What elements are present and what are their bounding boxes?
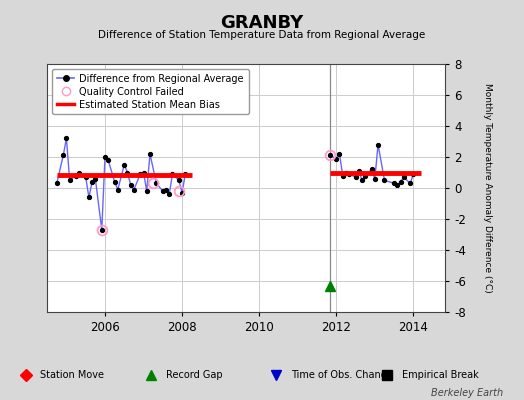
Text: Station Move: Station Move: [40, 370, 104, 380]
Text: Time of Obs. Change: Time of Obs. Change: [291, 370, 393, 380]
Y-axis label: Monthly Temperature Anomaly Difference (°C): Monthly Temperature Anomaly Difference (…: [483, 83, 492, 293]
Text: Difference of Station Temperature Data from Regional Average: Difference of Station Temperature Data f…: [99, 30, 425, 40]
Text: Berkeley Earth: Berkeley Earth: [431, 388, 503, 398]
Text: Record Gap: Record Gap: [166, 370, 222, 380]
Text: Empirical Break: Empirical Break: [402, 370, 478, 380]
Text: GRANBY: GRANBY: [221, 14, 303, 32]
Legend: Difference from Regional Average, Quality Control Failed, Estimated Station Mean: Difference from Regional Average, Qualit…: [52, 69, 248, 114]
